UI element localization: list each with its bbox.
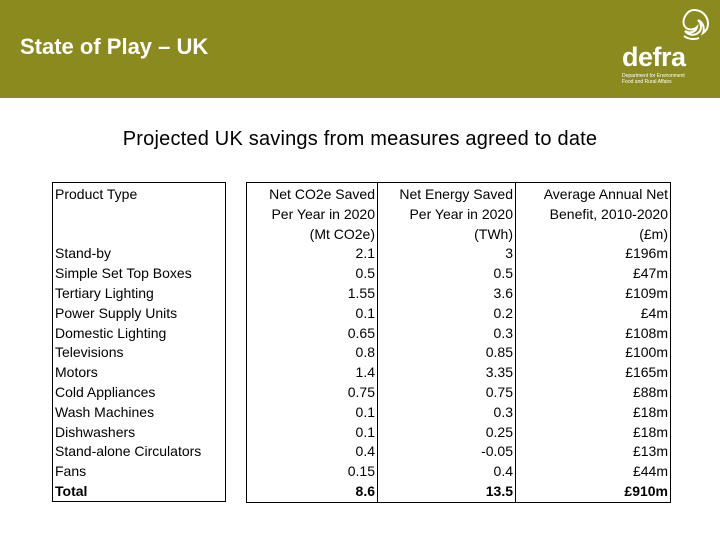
product-name: Wash Machines (55, 403, 155, 420)
energy-cell: 0.4 (377, 462, 516, 482)
energy-cell: 0.3 (377, 323, 516, 344)
slide-title: State of Play – UK (20, 34, 209, 59)
benefit-cell: £109m (515, 283, 671, 304)
header-benefit-line-2: Benefit, 2010-2020 (549, 205, 668, 222)
energy-cell: 0.5 (377, 264, 516, 284)
co2-cell: 8.6 (246, 481, 378, 503)
energy-cell: 3 (377, 244, 516, 265)
header-benefit-line-1: Average Annual Net (543, 186, 668, 202)
table-row: 1.4 3.35 £165m (246, 363, 671, 383)
co2-cell: 0.5 (246, 264, 378, 284)
header-bar: State of Play – UK defra Department for … (0, 0, 720, 98)
table-row: 0.15 0.4 £44m (246, 462, 671, 482)
energy-cell: 0.2 (377, 303, 516, 324)
energy-cell: 3.35 (377, 363, 516, 383)
table-header-row: Net CO2e Saved Per Year in 2020 (Mt CO2e… (246, 182, 671, 245)
benefit-cell: £196m (515, 244, 671, 265)
total-label: Total (55, 482, 88, 499)
header-energy-line-1: Net Energy Saved (399, 186, 513, 202)
energy-cell: 0.25 (377, 422, 516, 443)
logo-subtext: Department for Environment Food and Rura… (622, 73, 685, 85)
energy-cell: 13.5 (377, 481, 516, 503)
energy-cell: 0.85 (377, 343, 516, 364)
header-co2-line-3: (Mt CO2e) (309, 225, 375, 242)
header-energy-line-2: Per Year in 2020 (409, 205, 513, 222)
header-co2-line-1: Net CO2e Saved (269, 186, 375, 202)
table-row: 0.5 0.5 £47m (246, 264, 671, 284)
table-row: 0.1 0.3 £18m (246, 402, 671, 423)
product-header: Product Type (55, 186, 138, 202)
product-name: Motors (55, 364, 98, 381)
total-row: 8.6 13.5 £910m (246, 481, 671, 503)
product-name: Stand-by (55, 245, 112, 262)
benefit-cell: £44m (515, 462, 671, 482)
defra-logo: defra Department for Environment Food an… (618, 6, 718, 94)
co2-cell: 0.1 (246, 422, 378, 443)
table-row: 0.75 0.75 £88m (246, 382, 671, 403)
product-name: Dishwashers (55, 423, 136, 440)
co2-cell: 0.65 (246, 323, 378, 344)
co2-cell: 2.1 (246, 244, 378, 265)
co2-cell: 0.1 (246, 402, 378, 423)
product-name: Cold Appliances (55, 383, 156, 400)
co2-cell: 0.75 (246, 382, 378, 403)
savings-table: Net CO2e Saved Per Year in 2020 (Mt CO2e… (246, 182, 671, 503)
co2-cell: 0.1 (246, 303, 378, 324)
co2-cell: 0.8 (246, 343, 378, 364)
table-row: 1.55 3.6 £109m (246, 283, 671, 304)
benefit-cell: £165m (515, 363, 671, 383)
defra-leaf-icon (682, 8, 710, 41)
benefit-cell: £18m (515, 422, 671, 443)
co2-cell: 1.55 (246, 283, 378, 304)
product-list: Stand-by Simple Set Top Boxes Tertiary Lig… (55, 244, 223, 501)
table-row: 0.65 0.3 £108m (246, 323, 671, 344)
benefit-cell: £13m (515, 442, 671, 463)
product-name: Simple Set Top Boxes (55, 265, 192, 282)
table-row: 0.1 0.25 £18m (246, 422, 671, 443)
header-energy-line-3: (TWh) (474, 225, 513, 242)
product-column: Product Type Stand-by Simple Set Top Boxe… (52, 182, 226, 502)
benefit-cell: £108m (515, 323, 671, 344)
co2-cell: 0.4 (246, 442, 378, 463)
co2-cell: 0.15 (246, 462, 378, 482)
product-name: Domestic Lighting (55, 324, 167, 341)
product-name: Televisions (55, 344, 124, 361)
table-row: 2.1 3 £196m (246, 244, 671, 265)
product-name: Fans (55, 463, 87, 480)
energy-cell: -0.05 (377, 442, 516, 463)
table-row: 0.8 0.85 £100m (246, 343, 671, 364)
table-title: Projected UK savings from measures agree… (122, 128, 598, 150)
energy-cell: 0.3 (377, 402, 516, 423)
benefit-cell: £4m (515, 303, 671, 324)
header-benefit: Average Annual Net Benefit, 2010-2020 (£… (515, 182, 671, 245)
header-co2-line-2: Per Year in 2020 (271, 205, 375, 222)
table-row: 0.1 0.2 £4m (246, 303, 671, 324)
co2-cell: 1.4 (246, 363, 378, 383)
header-energy: Net Energy Saved Per Year in 2020 (TWh) (377, 182, 516, 245)
benefit-cell: £910m (515, 481, 671, 503)
header-co2: Net CO2e Saved Per Year in 2020 (Mt CO2e… (246, 182, 378, 245)
table-row: 0.4 -0.05 £13m (246, 442, 671, 463)
benefit-cell: £18m (515, 402, 671, 423)
header-benefit-line-3: (£m) (639, 225, 668, 242)
logo-wordmark: defra (622, 42, 686, 72)
product-name: Stand-alone Circulators (55, 443, 202, 460)
product-name: Power Supply Units (55, 304, 178, 321)
energy-cell: 3.6 (377, 283, 516, 304)
benefit-cell: £100m (515, 343, 671, 364)
benefit-cell: £47m (515, 264, 671, 284)
product-name: Tertiary Lighting (55, 284, 154, 301)
energy-cell: 0.75 (377, 382, 516, 403)
benefit-cell: £88m (515, 382, 671, 403)
